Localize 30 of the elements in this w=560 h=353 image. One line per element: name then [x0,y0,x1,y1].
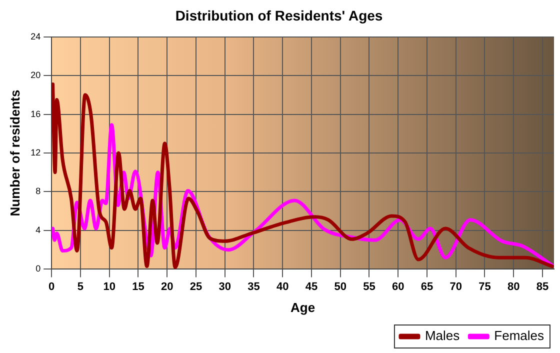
x-tick-label: 75 [478,280,491,293]
x-tick-label: 60 [392,280,404,293]
y-tick-label: 12 [30,147,41,158]
x-tick-label: 30 [218,280,231,293]
x-tick-label: 80 [507,280,520,293]
y-tick-label: 24 [30,31,41,42]
y-axis-title: Number of residents [7,90,22,216]
x-axis-title: Age [290,300,316,315]
x-tick-label: 70 [450,280,462,293]
x-tick-label: 15 [132,280,144,293]
legend-label: Males [424,328,460,344]
y-tick-label: 4 [36,224,41,235]
x-tick-label: 20 [160,280,174,293]
x-tick-label: 40 [276,280,289,293]
y-tick-label: 0 [36,264,41,274]
x-tick-label: 85 [536,280,549,293]
x-tick-label: 35 [248,280,260,293]
x-tick-label: 50 [334,280,346,293]
x-tick-label: 10 [103,280,116,293]
y-tick-label: 8 [36,186,41,196]
x-tick-label: 5 [77,280,84,293]
x-tick-label: 0 [48,280,55,293]
y-tick-label: 16 [30,108,41,119]
chart-title: Distribution of Residents' Ages [175,7,383,24]
x-tick-label: 45 [305,280,318,293]
legend-label: Females [494,328,544,344]
x-tick-label: 65 [420,280,434,293]
x-tick-label: 25 [190,280,202,293]
y-tick-label: 20 [30,70,41,80]
x-tick-label: 55 [363,280,376,293]
